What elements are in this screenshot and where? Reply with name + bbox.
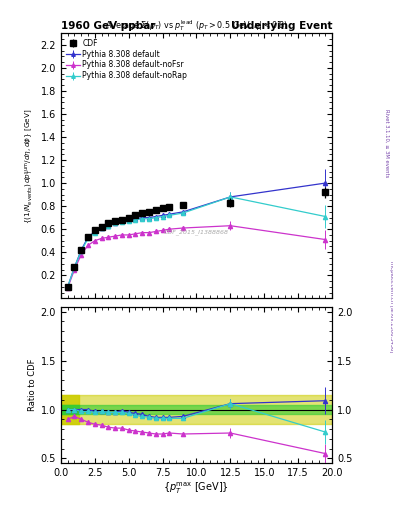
Bar [61,395,332,424]
Text: CDF_2015_I1388868: CDF_2015_I1388868 [164,229,229,235]
Text: 1960 GeV ppbar: 1960 GeV ppbar [61,20,155,31]
Text: mcplots.cern.ch [arXiv:1306.3436]: mcplots.cern.ch [arXiv:1306.3436] [389,262,393,353]
Bar [61,404,332,414]
Y-axis label: $\{(1/N_{\rm events})\,dp_T^{\rm sum}/d\eta,d\phi\}$ [GeV]: $\{(1/N_{\rm events})\,dp_T^{\rm sum}/d\… [24,108,37,224]
Title: Average $\Sigma(p_T)$ vs $p_T^{\rm lead}$ ($p_T>0.5$ GeV, $\eta|<0.8$): Average $\Sigma(p_T)$ vs $p_T^{\rm lead}… [105,18,288,33]
Text: Underlying Event: Underlying Event [231,20,332,31]
Y-axis label: Ratio to CDF: Ratio to CDF [28,359,37,411]
X-axis label: $\{p_T^{\rm max}$ [GeV]$\}$: $\{p_T^{\rm max}$ [GeV]$\}$ [163,481,230,497]
Text: Rivet 3.1.10, ≥ 3M events: Rivet 3.1.10, ≥ 3M events [385,109,389,178]
Legend: CDF, Pythia 8.308 default, Pythia 8.308 default-noFsr, Pythia 8.308 default-noRa: CDF, Pythia 8.308 default, Pythia 8.308 … [65,37,189,82]
